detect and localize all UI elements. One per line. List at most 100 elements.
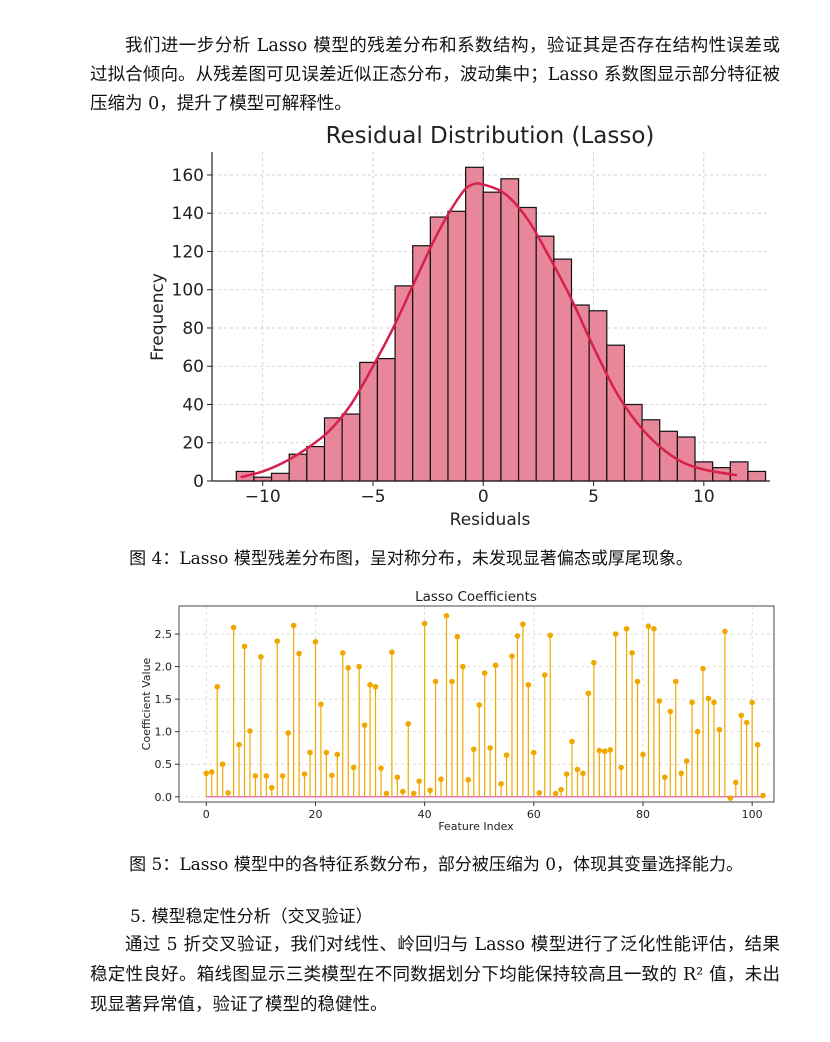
section-5-paragraph: 通过 5 折交叉验证，我们对线性、岭回归与 Lasso 模型进行了泛化性能评估，… [90, 935, 780, 1015]
coefficient-marker [252, 773, 259, 779]
ytick-label: 1.0 [155, 726, 173, 739]
ytick-label: 120 [172, 242, 204, 262]
coefficient-ylabel: Coefficient Value [140, 657, 153, 750]
histogram-bar [376, 357, 396, 482]
coefficient-marker [716, 726, 723, 733]
coefficient-marker [214, 683, 221, 690]
coefficient-marker [760, 792, 766, 799]
coefficient-marker [258, 653, 264, 660]
histogram-bar [606, 344, 626, 482]
coefficient-marker [241, 643, 248, 650]
coefficient-marker [230, 624, 237, 631]
section-5-heading: 5. 模型稳定性分析（交叉验证） [130, 907, 373, 927]
coefficient-marker [591, 659, 597, 666]
coefficient-marker [738, 712, 745, 719]
coefficient-marker [651, 625, 657, 632]
coefficient-marker [552, 790, 559, 797]
coefficient-marker [421, 620, 428, 627]
ytick-label: 0.5 [155, 758, 173, 771]
coefficient-marker [618, 764, 624, 771]
histogram-xlabel: Residuals [450, 510, 531, 530]
coefficient-marker [203, 770, 210, 777]
coefficient-marker [705, 695, 712, 702]
xtick-label: 5 [588, 487, 599, 507]
coefficient-marker [722, 628, 728, 635]
xtick-label: 60 [527, 808, 541, 821]
histogram-bar [729, 461, 749, 482]
coefficient-marker [711, 699, 717, 706]
histogram-bar [306, 445, 326, 482]
coefficient-marker [307, 749, 313, 756]
coefficient-ticks: 0.0 0.5 1.0 1.5 2.0 2.5 0 20 40 60 80 100 [155, 628, 763, 821]
coefficient-marker [427, 787, 433, 794]
histogram-bar [270, 472, 290, 482]
coefficient-marker [416, 778, 422, 784]
coefficient-marker [285, 730, 291, 736]
ytick-label: 80 [182, 319, 204, 339]
coefficient-marker [400, 788, 406, 795]
histogram-bar [535, 235, 555, 482]
coefficient-marker [623, 625, 630, 632]
coefficient-marker [694, 728, 701, 735]
xtick-label: 0 [478, 487, 489, 507]
coefficient-marker [296, 650, 302, 657]
coefficient-xlabel: Feature Index [438, 820, 514, 833]
coefficient-marker [219, 761, 226, 768]
coefficient-marker [531, 749, 537, 756]
coefficient-marker [563, 771, 570, 777]
histogram-bar [429, 216, 449, 482]
coefficient-marker [662, 774, 668, 781]
coefficient-marker [263, 773, 270, 779]
coefficient-marker [465, 777, 472, 783]
coefficient-marker [596, 747, 603, 754]
coefficient-marker [318, 701, 324, 708]
coefficient-marker [247, 728, 253, 734]
histogram-ticks: 0 20 40 60 80 100 120 140 160 −10 −5 0 5 10 [172, 166, 715, 507]
coefficient-marker [290, 622, 297, 629]
coefficient-marker [236, 741, 242, 748]
coefficient-marker [558, 786, 564, 793]
lasso-coefficients-chart: 0.0 0.5 1.0 1.5 2.0 2.5 0 20 40 60 80 100 Lasso Coe… [140, 589, 775, 833]
histogram-bars [235, 166, 767, 482]
coefficient-marker [438, 776, 444, 783]
coefficient-marker [443, 612, 450, 619]
coefficient-marker [569, 738, 575, 745]
coefficient-axes-frame [178, 605, 775, 803]
coefficient-marker [361, 722, 368, 728]
histogram-bar [341, 413, 361, 482]
coefficient-marker [612, 631, 619, 637]
ytick-label: 100 [172, 281, 204, 301]
xtick-label: 10 [693, 487, 715, 507]
histogram-title: Residual Distribution (Lasso) [326, 123, 655, 149]
xtick-label: 0 [203, 808, 210, 821]
coefficient-marker [700, 665, 706, 672]
histogram-bar [359, 361, 379, 482]
coefficient-marker [498, 780, 504, 787]
coefficient-marker [339, 650, 346, 656]
coefficient-marker [683, 758, 690, 764]
coefficient-marker [394, 774, 401, 781]
coefficient-marker [301, 771, 308, 777]
coefficient-marker [645, 623, 652, 629]
ytick-label: 2.0 [155, 661, 173, 674]
coefficient-marker [601, 748, 608, 755]
coefficient-marker [323, 749, 330, 756]
coefficient-marker [492, 662, 499, 669]
coefficient-marker [268, 784, 275, 791]
coefficient-marker [607, 747, 614, 753]
coefficient-grid [179, 606, 774, 802]
coefficient-marker [634, 678, 641, 685]
coefficient-title: Lasso Coefficients [415, 589, 537, 605]
coefficient-marker [274, 638, 281, 644]
coefficient-marker [378, 765, 384, 771]
histogram-bar [659, 430, 678, 482]
coefficient-marker [460, 663, 466, 670]
ytick-label: 40 [182, 395, 204, 415]
figure-4-caption: 图 4：Lasso 模型残差分布图，呈对称分布，未发现显著偏态或厚尾现象。 [129, 549, 693, 569]
histogram-bar [517, 206, 537, 482]
kde-curve [240, 182, 738, 479]
coefficient-marker [732, 779, 739, 786]
coefficient-marker [372, 683, 379, 690]
coefficient-marker [689, 699, 695, 706]
xtick-label: 40 [418, 808, 432, 821]
